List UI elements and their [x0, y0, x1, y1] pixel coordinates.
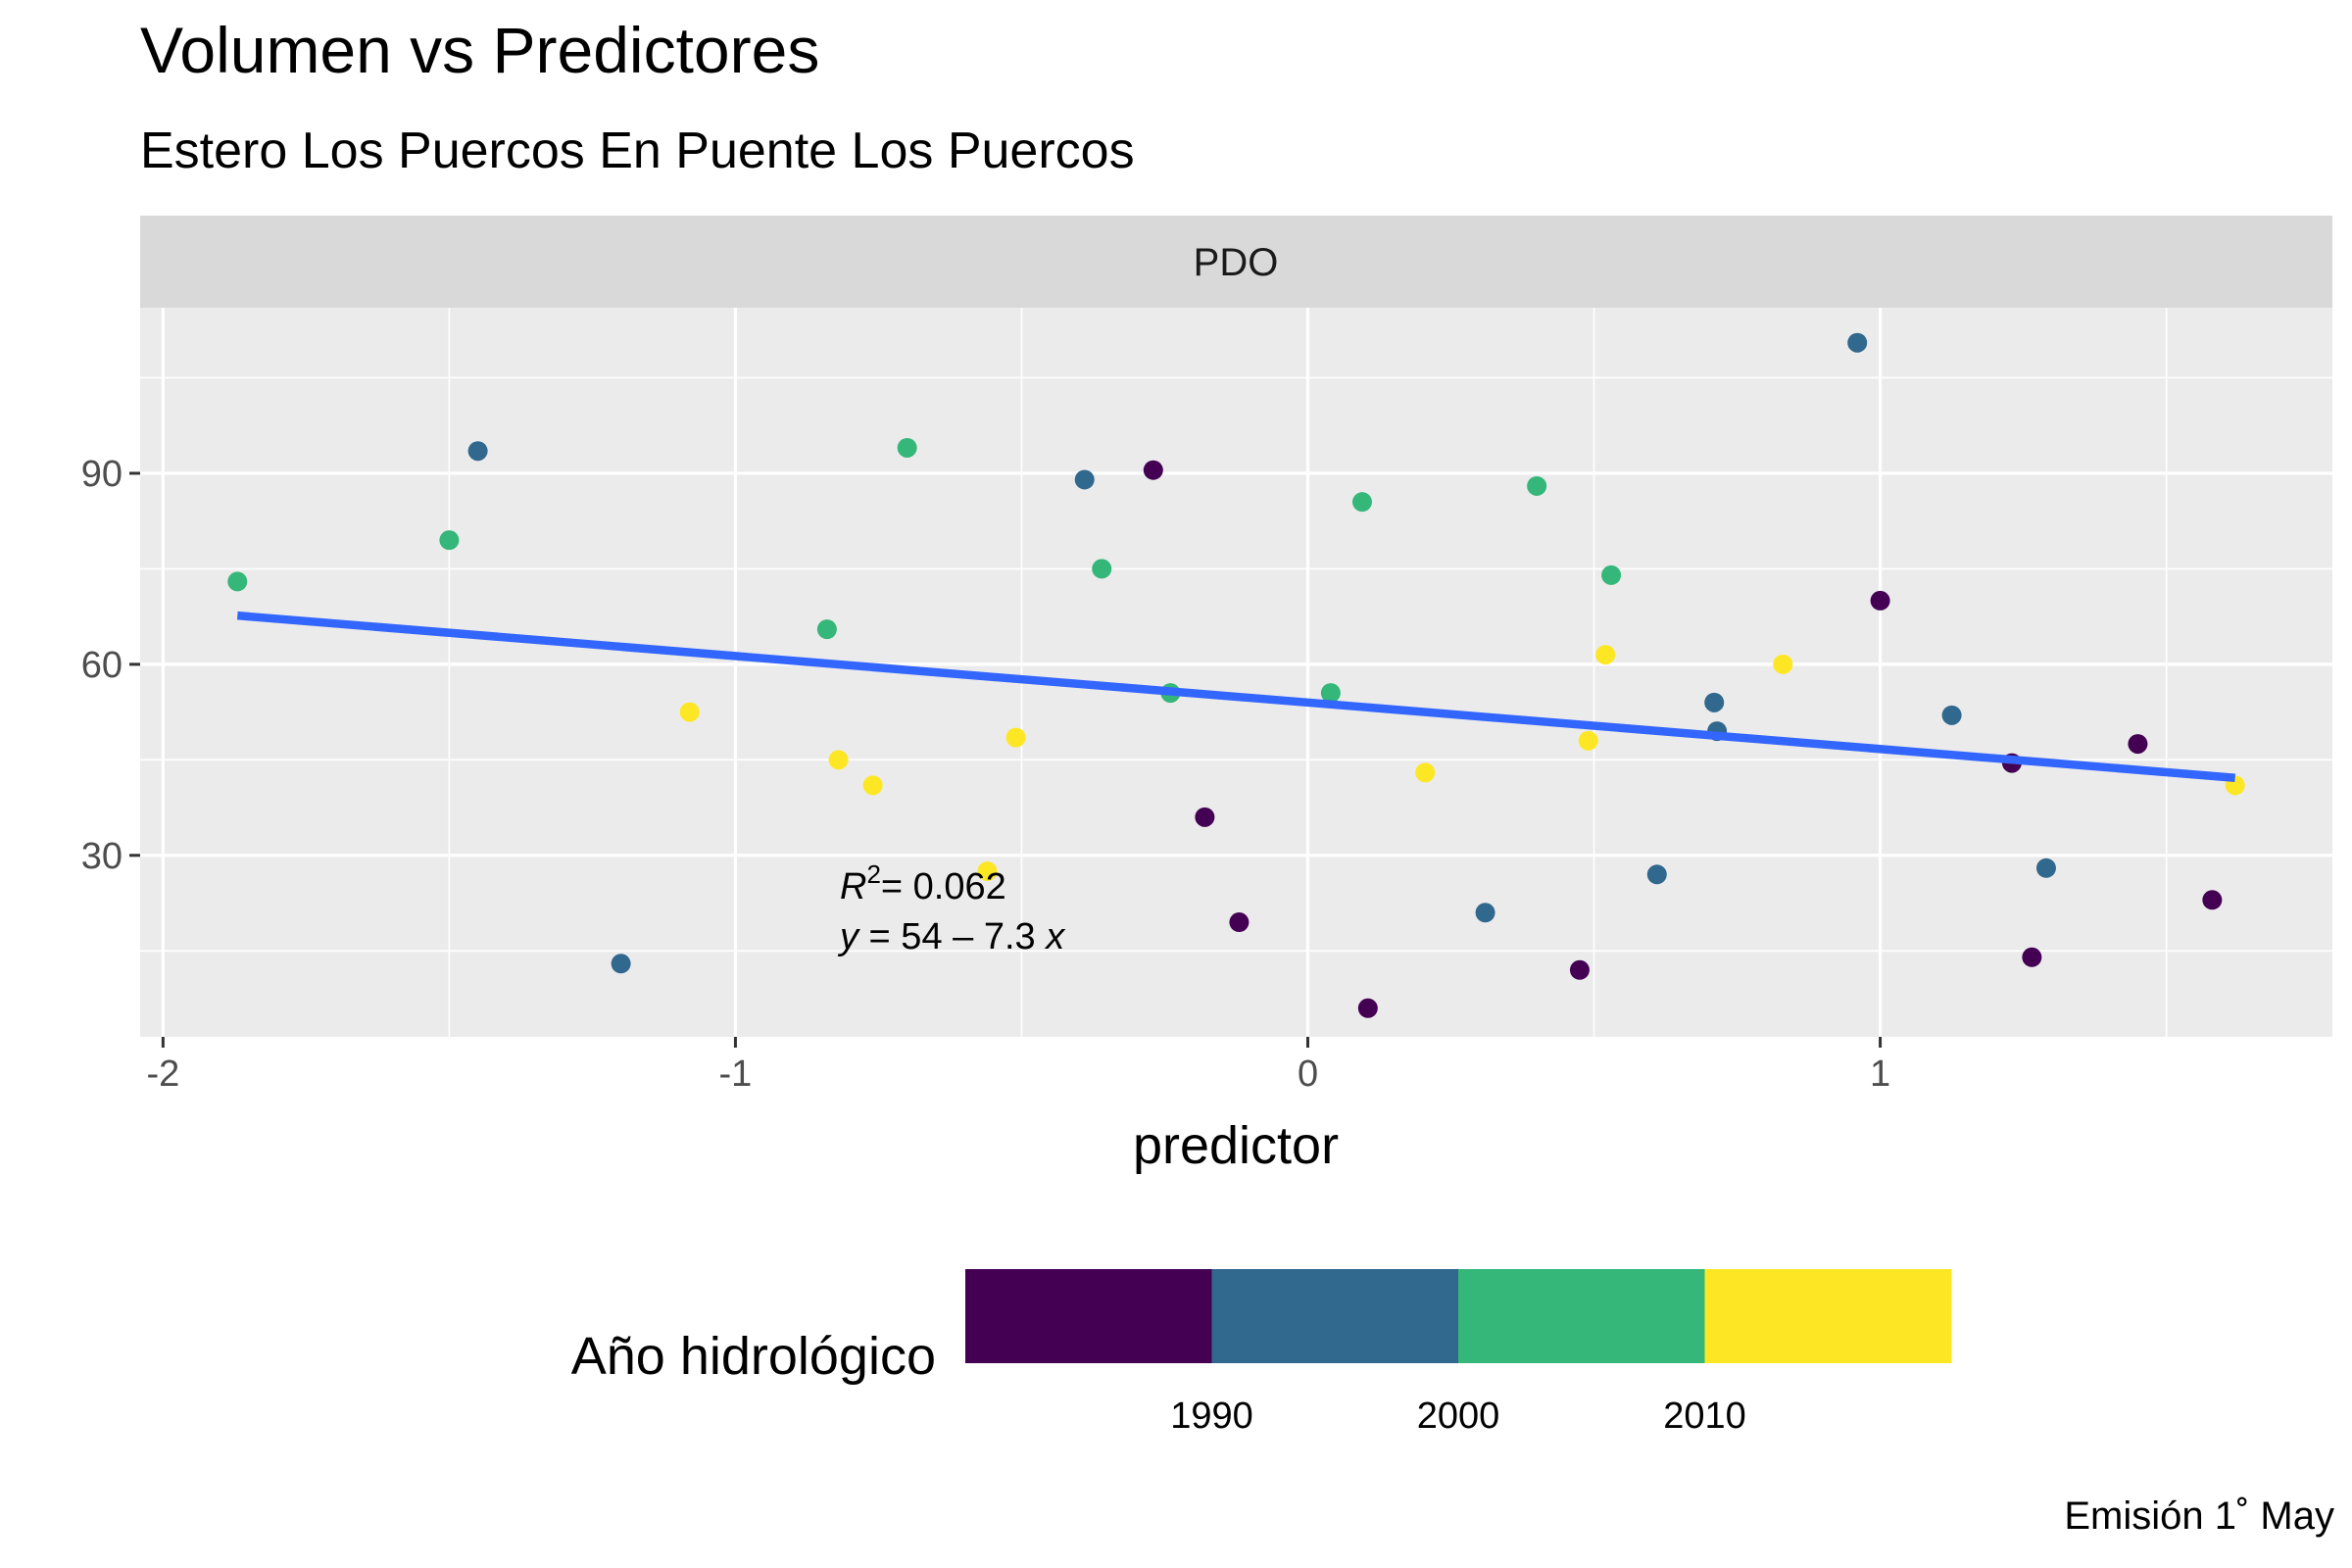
legend-break-label: 2000 — [1417, 1396, 1500, 1437]
x-tick-label: 1 — [1870, 1054, 1890, 1095]
data-point — [1773, 654, 1793, 674]
data-point — [1601, 564, 1622, 585]
r2-value: = 0.062 — [881, 866, 1006, 907]
data-point — [1569, 959, 1590, 980]
legend-color-bin — [1458, 1269, 1705, 1363]
fit-annotation: R2= 0.062 y = 54 – 7.3 x — [837, 859, 1066, 957]
data-point — [1646, 864, 1667, 885]
data-point — [1143, 460, 1163, 480]
data-point — [897, 437, 917, 458]
x-tick-label: 0 — [1298, 1054, 1318, 1095]
y-tick-label: 30 — [81, 836, 122, 877]
data-point — [1595, 645, 1616, 665]
data-point — [679, 702, 700, 722]
facet-strip — [140, 216, 2332, 308]
data-point — [467, 441, 488, 462]
data-point — [1092, 559, 1112, 579]
chart-title: Volumen vs Predictores — [140, 14, 820, 86]
data-point — [1351, 492, 1372, 513]
regression-line-segment — [236, 611, 2236, 782]
y-tick-label: 60 — [81, 645, 122, 686]
legend-color-bin — [1211, 1269, 1459, 1363]
legend-title: Año hidrológico — [571, 1327, 936, 1386]
data-point — [1195, 807, 1215, 827]
r2-annotation: R2= 0.062 — [840, 859, 1006, 907]
legend-break-label: 1990 — [1170, 1396, 1253, 1437]
data-point — [1074, 469, 1095, 490]
data-point — [1527, 475, 1547, 496]
equation-x: x — [1044, 916, 1066, 957]
data-point — [1941, 705, 1962, 725]
data-point — [611, 954, 631, 974]
axes: -2 -1 0 1 30 60 90 — [81, 454, 1890, 1095]
data-point — [2035, 858, 2056, 878]
data-point — [2022, 947, 2042, 967]
data-point — [828, 750, 849, 770]
equation-annotation: y = 54 – 7.3 x — [837, 916, 1066, 957]
chart-subtitle: Estero Los Puercos En Puente Los Puercos — [140, 122, 1135, 179]
major-gridlines — [140, 308, 2332, 1037]
equation-y: y — [837, 916, 860, 957]
regression-line — [236, 611, 2236, 782]
data-point — [1229, 912, 1250, 933]
legend-break-label: 2010 — [1663, 1396, 1746, 1437]
x-tick-label: -2 — [146, 1054, 179, 1095]
facet-strip-label: PDO — [1194, 241, 1279, 284]
data-point — [439, 530, 460, 551]
data-point — [977, 861, 998, 882]
data-point — [1357, 998, 1378, 1018]
data-point — [2202, 890, 2223, 910]
equation-body: = 54 – 7.3 — [858, 916, 1046, 957]
data-point — [1578, 730, 1598, 751]
data-point — [227, 571, 248, 592]
x-tick-label: -1 — [719, 1054, 753, 1095]
data-point — [862, 775, 883, 796]
data-point — [1475, 903, 1495, 923]
data-point — [816, 619, 837, 640]
legend-color-bin — [1704, 1269, 1952, 1363]
r2-superscript: 2 — [866, 859, 880, 889]
legend: Año hidrológico 1990 2000 2010 — [571, 1269, 1952, 1437]
data-point — [2128, 734, 2148, 755]
data-point — [1704, 692, 1725, 712]
data-point — [1847, 332, 1868, 353]
y-tick-label: 90 — [81, 454, 122, 495]
data-point — [1005, 727, 1026, 748]
data-point — [1320, 683, 1341, 704]
data-point — [1415, 762, 1436, 783]
caption: Emisión 1˚ May — [2064, 1494, 2334, 1538]
minor-gridlines — [140, 308, 2332, 1037]
data-point — [1870, 590, 1890, 611]
x-axis-title: predictor — [1133, 1116, 1339, 1175]
r2-symbol: R — [840, 866, 866, 907]
legend-color-bin — [965, 1269, 1212, 1363]
